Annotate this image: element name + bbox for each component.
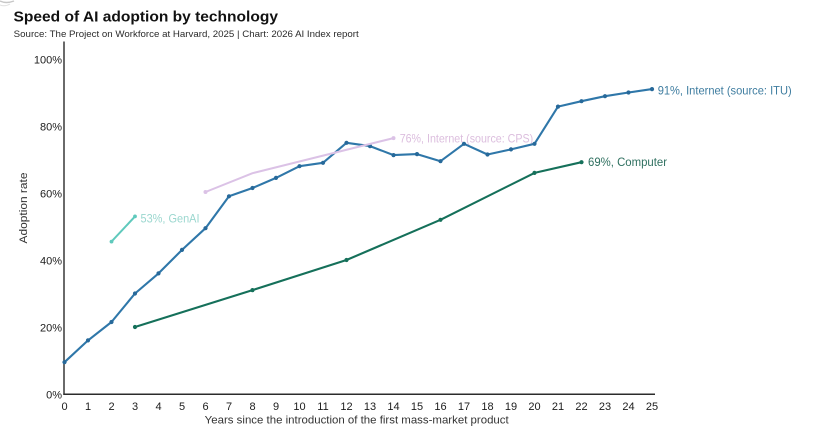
svg-text:Years since the introduction o: Years since the introduction of the firs… [205, 415, 509, 427]
svg-text:13: 13 [364, 401, 376, 413]
svg-text:100%: 100% [34, 55, 62, 67]
svg-text:Source: The Project on Workfor: Source: The Project on Workforce at Harv… [14, 29, 359, 40]
svg-text:76%, Internet (source: CPS): 76%, Internet (source: CPS) [400, 132, 534, 146]
svg-text:24: 24 [622, 401, 634, 413]
svg-text:69%, Computer: 69%, Computer [588, 155, 667, 169]
svg-text:20: 20 [528, 401, 540, 413]
svg-text:25: 25 [646, 401, 658, 413]
svg-text:14: 14 [387, 401, 399, 413]
svg-text:16: 16 [434, 401, 446, 413]
svg-text:8: 8 [249, 401, 255, 413]
svg-text:19: 19 [505, 401, 517, 413]
svg-text:0%: 0% [46, 390, 62, 402]
svg-text:53%, GenAI: 53%, GenAI [141, 211, 200, 225]
svg-text:17: 17 [458, 401, 470, 413]
svg-text:10: 10 [293, 401, 305, 413]
svg-text:91%, Internet (source: ITU): 91%, Internet (source: ITU) [658, 84, 792, 98]
svg-text:40%: 40% [40, 256, 62, 268]
svg-text:11: 11 [317, 401, 328, 413]
svg-text:3: 3 [132, 401, 138, 413]
svg-text:2: 2 [108, 401, 114, 413]
svg-text:23: 23 [599, 401, 611, 413]
svg-text:0: 0 [61, 401, 67, 413]
svg-text:12: 12 [340, 401, 352, 413]
svg-text:Adoption rate: Adoption rate [18, 173, 30, 244]
svg-text:7: 7 [226, 401, 232, 413]
svg-text:80%: 80% [40, 122, 62, 134]
svg-text:15: 15 [411, 401, 423, 413]
svg-text:4: 4 [155, 401, 161, 413]
svg-text:20%: 20% [40, 323, 62, 335]
svg-text:6: 6 [202, 401, 208, 413]
svg-text:5: 5 [179, 401, 185, 413]
svg-text:22: 22 [575, 401, 587, 413]
svg-text:60%: 60% [40, 189, 62, 201]
svg-text:18: 18 [481, 401, 493, 413]
svg-text:21: 21 [552, 401, 564, 413]
svg-text:1: 1 [85, 401, 91, 413]
svg-text:9: 9 [273, 401, 279, 413]
svg-text:Speed of AI adoption by techno: Speed of AI adoption by technology [14, 10, 279, 26]
